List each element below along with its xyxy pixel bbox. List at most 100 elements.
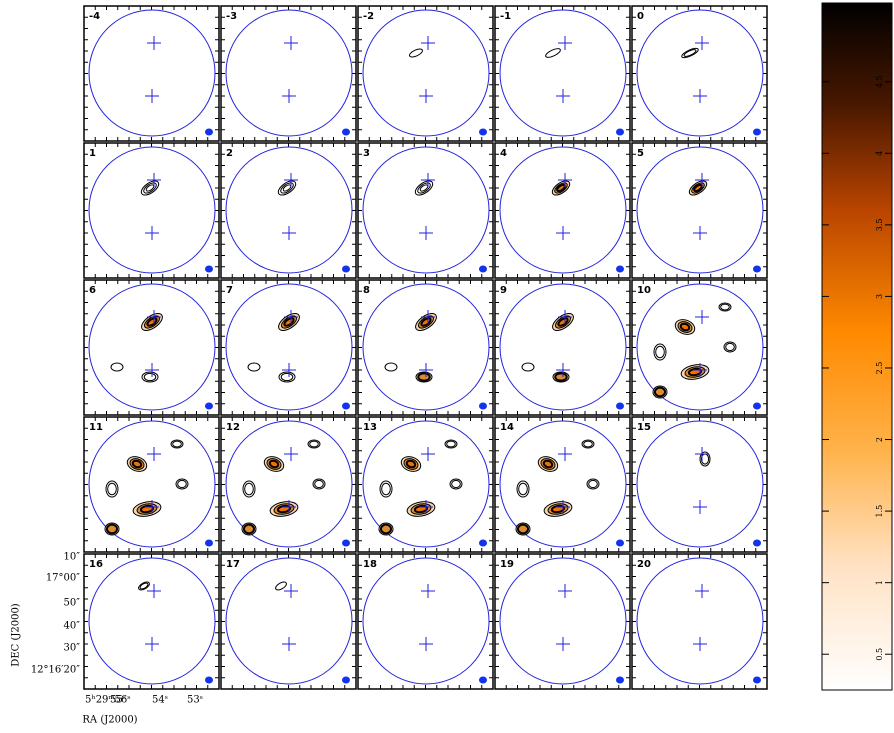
primary-beam-circle (499, 420, 627, 548)
colorbar-tick-label: 2.5 (875, 362, 884, 375)
dec-tick-label: 30″ (64, 643, 81, 654)
channel-label: 7 (226, 285, 233, 296)
primary-beam-circle (88, 283, 216, 411)
primary-beam-circle (88, 9, 216, 137)
colorbar-tick-label: 4.5 (875, 75, 884, 88)
dec-tick-label: 12°16′20″ (31, 665, 80, 676)
panel-frame (220, 416, 357, 553)
ra-axis-label: RA (J2000) (82, 715, 137, 726)
contour (449, 478, 463, 490)
channel-label: 17 (226, 559, 240, 570)
beam (479, 128, 487, 136)
beam (479, 539, 487, 547)
beam (616, 265, 624, 273)
channel-label: 2 (226, 148, 233, 159)
contour (379, 480, 393, 498)
contour (586, 478, 600, 490)
colorbar-tick-label: 5 (875, 8, 884, 13)
contour (444, 439, 458, 449)
contour (170, 439, 184, 449)
channel-label: 10 (637, 285, 651, 296)
contour (242, 480, 256, 498)
colorbar-tick-label: 4 (875, 151, 884, 156)
beam (479, 265, 487, 273)
panel-frame (83, 416, 220, 553)
contour (518, 482, 528, 496)
contour (244, 482, 254, 496)
dec-axis-label: DEC (J2000) (11, 603, 22, 667)
primary-beam-circle (362, 420, 490, 548)
contour (516, 523, 530, 535)
contour (451, 479, 461, 489)
ra-tick-label: 53ˢ (187, 695, 203, 706)
panel-frame (357, 5, 494, 142)
channel-label: 16 (89, 559, 103, 570)
primary-beam-circle (636, 283, 764, 411)
contour (275, 581, 287, 591)
beam (205, 128, 213, 136)
dec-tick-label: 40″ (64, 621, 81, 632)
channel-label: 19 (500, 559, 514, 570)
panel-frame (357, 279, 494, 416)
contour (554, 372, 568, 382)
primary-beam-circle (499, 9, 627, 137)
beam (205, 265, 213, 273)
channel-label: 5 (637, 148, 644, 159)
beam (616, 539, 624, 547)
contour (581, 439, 595, 449)
primary-beam-circle (362, 9, 490, 137)
beam (616, 128, 624, 136)
channel-label: 15 (637, 422, 651, 433)
contour (140, 180, 160, 196)
panel-frame (631, 142, 768, 279)
contour (679, 322, 691, 332)
colorbar-tick-label: 1 (875, 580, 884, 585)
contour (309, 440, 319, 448)
contour (516, 480, 530, 498)
contour (384, 362, 398, 372)
primary-beam-circle (362, 146, 490, 274)
panel-frame (357, 553, 494, 690)
beam (342, 128, 350, 136)
contour (280, 182, 294, 194)
primary-beam-circle (225, 146, 353, 274)
channel-label: 12 (226, 422, 240, 433)
contour (143, 182, 157, 194)
primary-beam-circle (225, 283, 353, 411)
beam (342, 402, 350, 410)
contour (110, 362, 124, 372)
contour (542, 459, 554, 469)
beam (753, 402, 761, 410)
contour (417, 182, 431, 194)
contour (655, 345, 665, 359)
primary-beam-circle (88, 420, 216, 548)
channel-label: 0 (637, 11, 644, 22)
panel-frame (494, 553, 631, 690)
contour (312, 478, 326, 490)
channel-label: 13 (363, 422, 377, 433)
contour (141, 371, 159, 383)
channel-label: 18 (363, 559, 377, 570)
beam (616, 676, 624, 684)
channel-label: 8 (363, 285, 370, 296)
panel-frame (83, 553, 220, 690)
contour (545, 48, 561, 58)
contour (723, 341, 737, 353)
ra-tick-label: 55ˢ (110, 695, 126, 706)
beam (753, 539, 761, 547)
channel-label: 1 (89, 148, 96, 159)
contour (278, 371, 296, 383)
panel-frame (83, 142, 220, 279)
dec-tick-label: 50″ (64, 598, 81, 609)
beam (342, 539, 350, 547)
contour (143, 372, 157, 382)
colorbar-tick-label: 3.5 (875, 218, 884, 231)
panel-frame (494, 279, 631, 416)
panel-frame (357, 142, 494, 279)
panel-frame (494, 416, 631, 553)
beam (205, 539, 213, 547)
primary-beam-circle (499, 283, 627, 411)
contour (307, 439, 321, 449)
channel-label: 3 (363, 148, 370, 159)
